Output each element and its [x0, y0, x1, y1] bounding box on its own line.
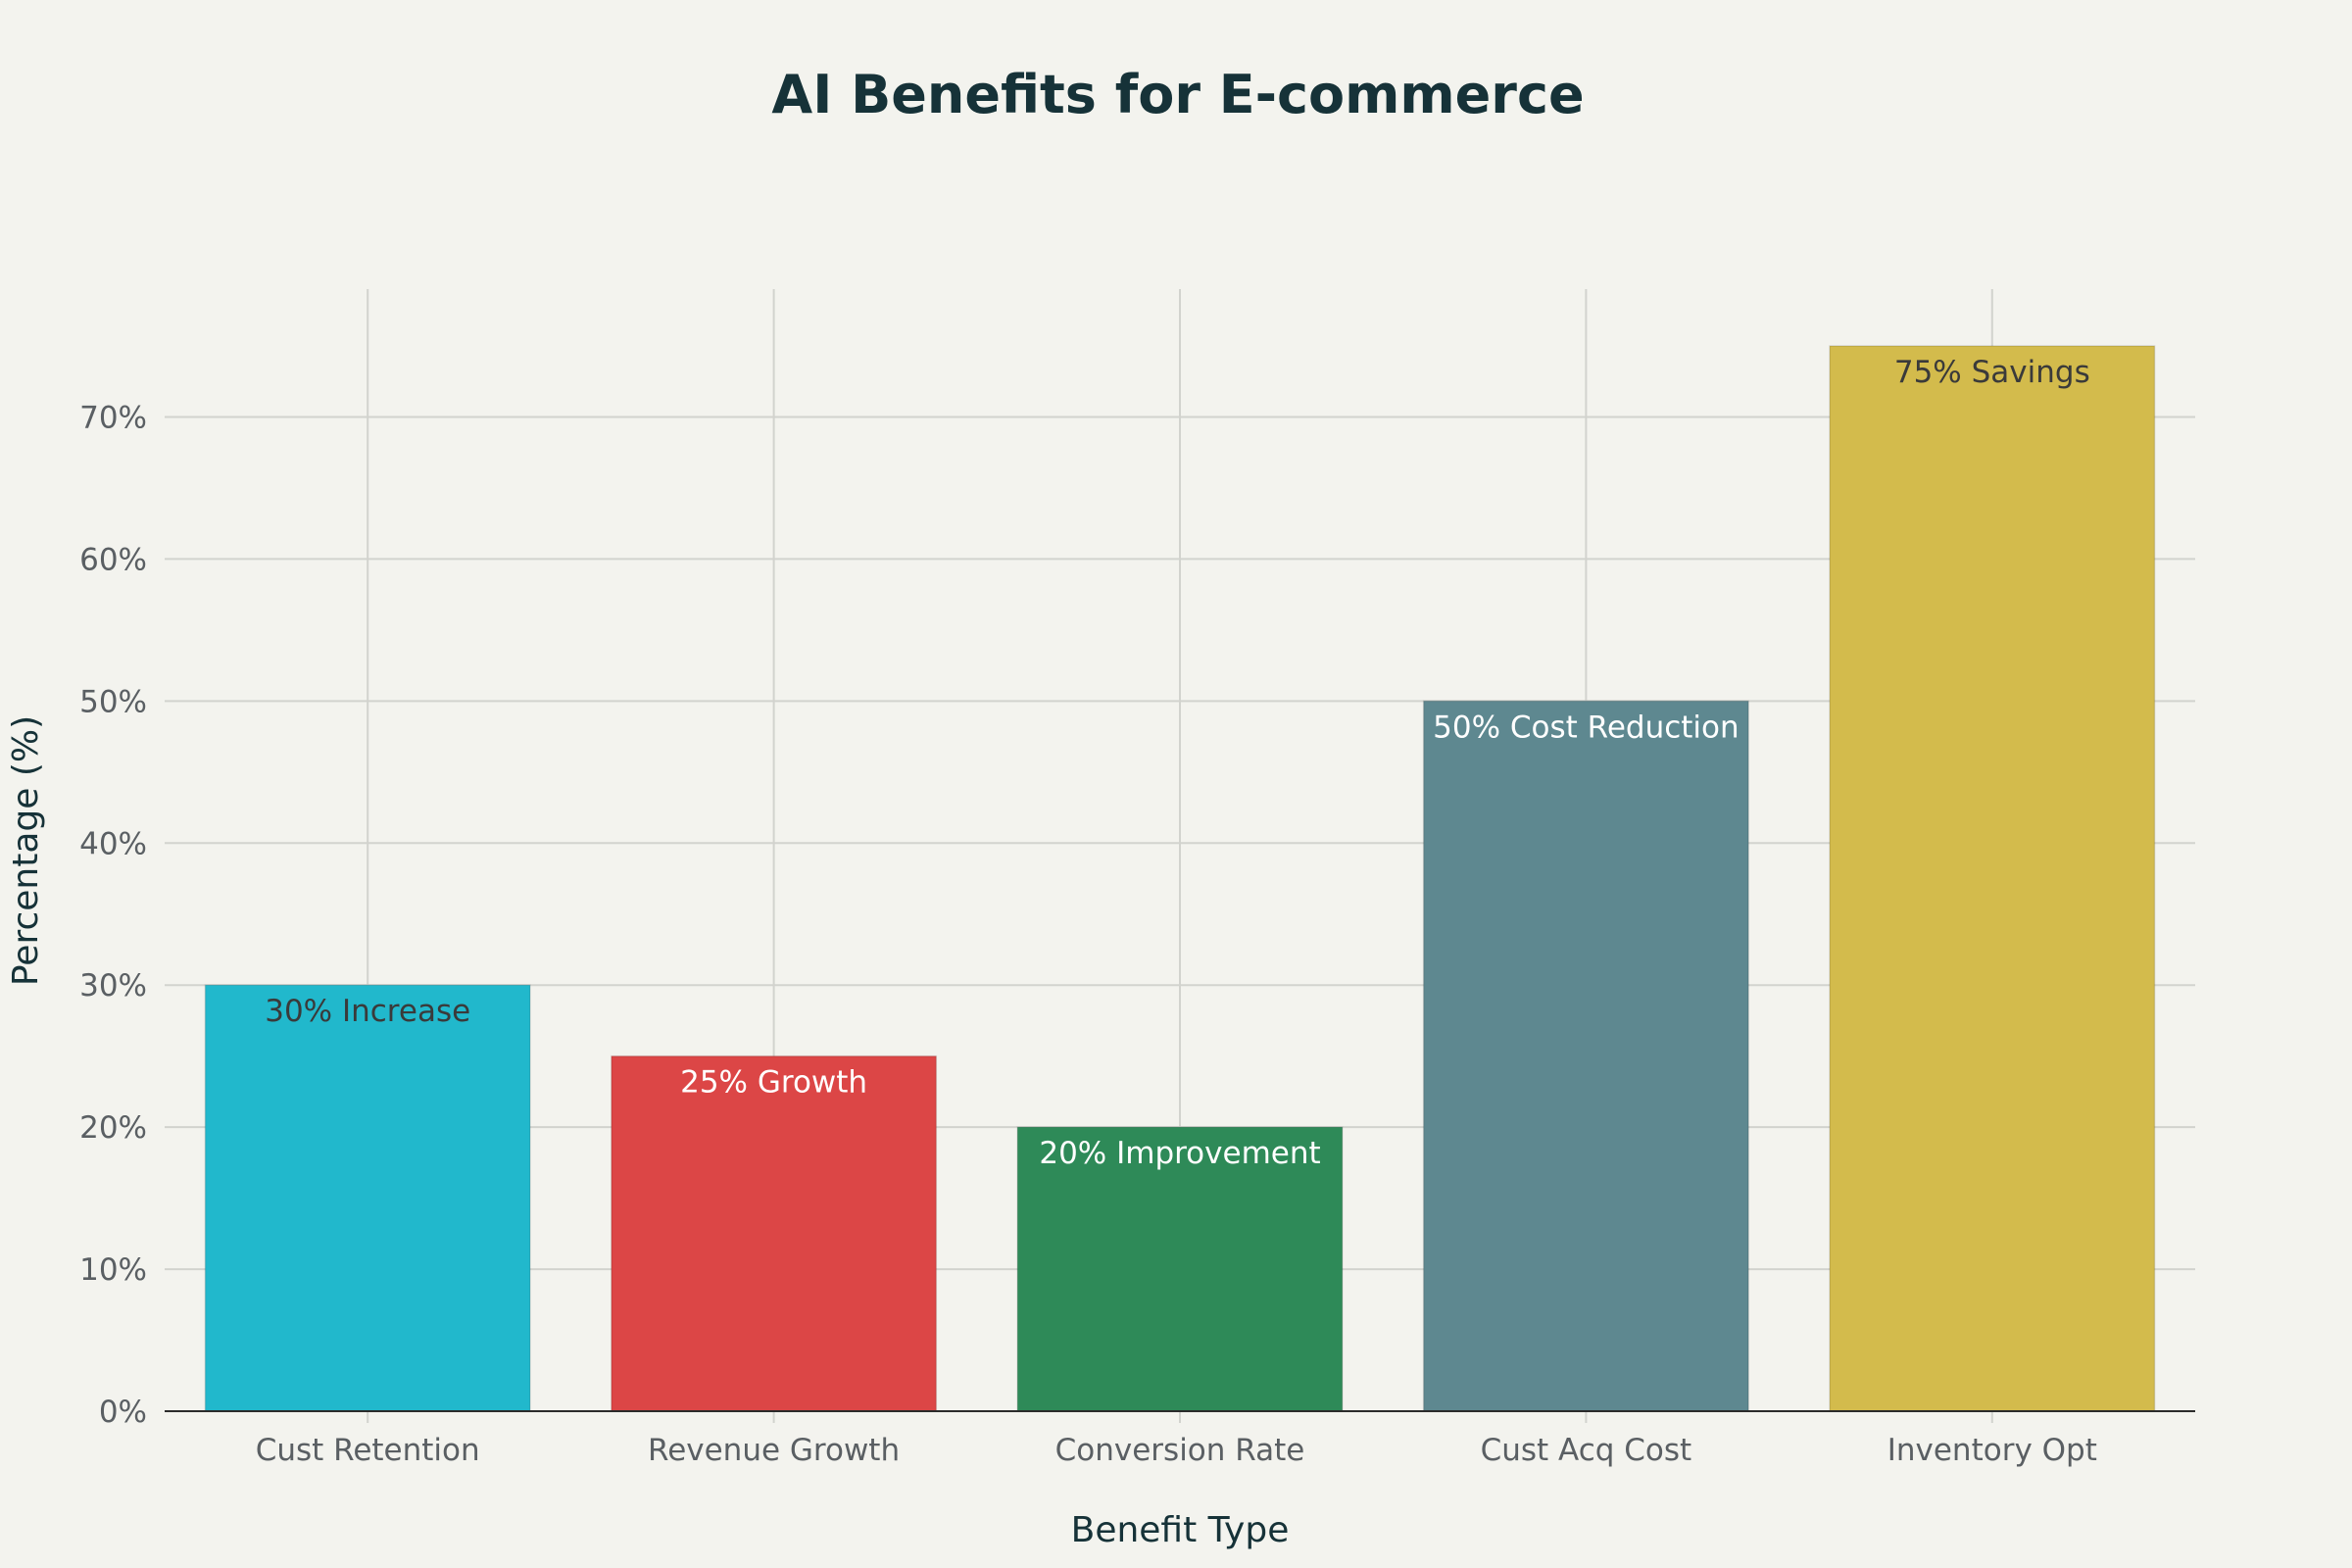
bar: [1422, 700, 1749, 1412]
x-tick-label: Cust Retention: [256, 1433, 480, 1468]
y-tick-label: 10%: [79, 1252, 147, 1288]
bars: [204, 345, 2156, 1412]
bar: [1016, 1126, 1344, 1412]
bar: [204, 984, 531, 1412]
axes: 0% 10% 20% 30% 40% 50% 60% 70% Cust Retention Rev…: [79, 400, 2195, 1468]
chart-title: AI Benefits for E-commerce: [771, 64, 1584, 125]
y-tick-label: 60%: [79, 542, 147, 577]
bar-data-label: 30% Increase: [265, 994, 470, 1029]
bar-data-label: 75% Savings: [1894, 355, 2090, 390]
x-tick-label: Conversion Rate: [1055, 1433, 1305, 1468]
bar-data-label: 20% Improvement: [1039, 1136, 1320, 1171]
y-tick-label: 70%: [79, 400, 147, 435]
data-labels: 30% Increase 25% Growth 20% Improvement 50%…: [265, 355, 2090, 1171]
bar: [611, 1054, 938, 1412]
x-tick-label: Inventory Opt: [1887, 1433, 2097, 1468]
y-tick-label: 20%: [79, 1110, 147, 1146]
y-tick-label: 50%: [79, 684, 147, 719]
x-axis-title: Benefit Type: [1071, 1510, 1290, 1550]
bar: [1829, 345, 2156, 1412]
x-tick-label: Revenue Growth: [648, 1433, 900, 1468]
bar-data-label: 25% Growth: [680, 1065, 867, 1101]
bar-data-label: 50% Cost Reduction: [1433, 710, 1740, 745]
x-tick-label: Cust Acq Cost: [1481, 1433, 1692, 1468]
y-tick-label: 0%: [99, 1395, 147, 1430]
y-tick-label: 30%: [79, 968, 147, 1004]
y-tick-label: 40%: [79, 826, 147, 861]
y-axis-title: Percentage (%): [6, 715, 46, 986]
